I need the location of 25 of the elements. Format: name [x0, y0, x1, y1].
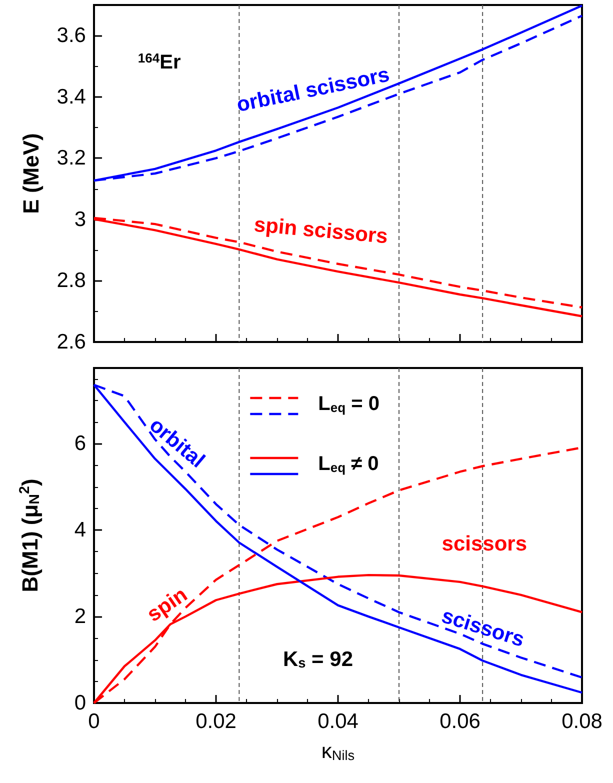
y-tick-label: 0	[74, 692, 86, 714]
y-axis-title: B(M1) (μN2)	[17, 478, 43, 592]
x-tick-label: 0.06	[440, 710, 480, 733]
annotation: orbital scissors	[234, 63, 392, 117]
y-tick-label: 6	[74, 432, 86, 456]
y-tick-label: 3.6	[56, 24, 86, 48]
annotation: scissors	[438, 604, 528, 652]
y-tick-label: 2	[74, 605, 86, 628]
y-tick-label: 4	[74, 518, 86, 542]
x-tick-label: 0.04	[318, 710, 359, 733]
annotation: Ks = 92	[282, 648, 354, 671]
x-axis-title: κNils	[321, 740, 355, 764]
legend-label: Leq = 0	[318, 393, 380, 415]
annotation: spin	[142, 583, 192, 627]
y-tick-label: 2.8	[56, 269, 86, 292]
annotation: scissors	[442, 532, 528, 556]
legend-label: Leq ≠ 0	[318, 453, 379, 475]
y-axis-title: E (MeV)	[18, 133, 44, 214]
y-tick-label: 2.6	[56, 330, 86, 354]
y-tick-label: 3.4	[56, 85, 86, 108]
annotation: spin scissors	[253, 213, 389, 248]
y-tick-label: 3.2	[56, 146, 86, 170]
x-tick-label: 0.08	[562, 710, 602, 733]
y-tick-label: 3	[74, 208, 86, 231]
x-tick-label: 0.02	[196, 710, 236, 733]
